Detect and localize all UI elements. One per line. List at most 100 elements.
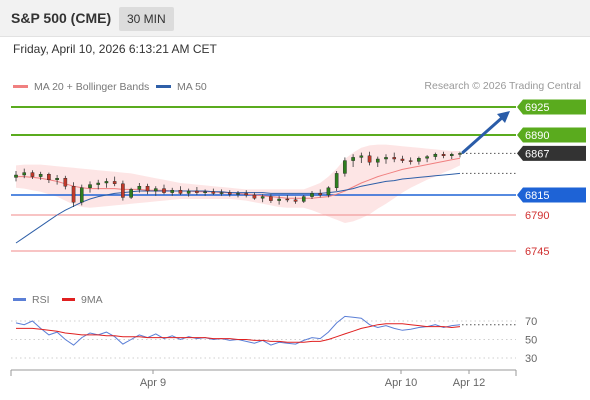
candle-51 xyxy=(433,152,438,160)
bollinger-bands xyxy=(16,144,460,223)
candle-body xyxy=(195,190,199,193)
candle-body xyxy=(211,191,216,194)
legend-ma50: MA 50 xyxy=(156,80,207,94)
level-value-6745: 6745 xyxy=(525,246,549,258)
candle-body xyxy=(63,177,68,187)
level-tag-bg-6925 xyxy=(517,99,586,115)
chart-header: S&P 500 (CME) 30 MIN xyxy=(0,0,590,37)
candle-body xyxy=(203,191,207,194)
candle-36 xyxy=(310,191,314,199)
time-tick-label-1: Apr 10 xyxy=(385,377,417,389)
candle-body xyxy=(441,153,446,156)
candle-body xyxy=(384,157,388,160)
candle-body xyxy=(236,193,240,195)
legend-rsi: RSI xyxy=(13,293,50,307)
candle-6 xyxy=(63,175,68,190)
ma50-swatch-icon xyxy=(156,84,171,88)
candle-body xyxy=(22,172,27,176)
candle-13 xyxy=(121,180,125,201)
candle-body xyxy=(334,173,339,188)
instrument-title: S&P 500 (CME) xyxy=(11,10,112,26)
time-axis: Apr 9 Apr 10 Apr 12 xyxy=(10,369,517,389)
candle-26 xyxy=(227,190,232,197)
candle-16 xyxy=(145,183,150,195)
candle-body xyxy=(277,198,281,201)
level-tag-6867: 6867 xyxy=(517,145,586,161)
candle-4 xyxy=(47,172,51,183)
candle-body xyxy=(55,177,59,180)
legend-ma20: MA 20 + Bollinger Bands xyxy=(13,80,149,94)
candle-body xyxy=(145,185,150,192)
candle-body xyxy=(458,153,462,155)
candle-body xyxy=(252,194,257,199)
rsi-ma9-line xyxy=(16,323,461,343)
time-tick-label-0: Apr 9 xyxy=(140,377,166,389)
candlesticks xyxy=(14,151,462,207)
rsi-tick-label-70: 70 xyxy=(525,316,537,328)
candle-body xyxy=(38,173,43,177)
candle-body xyxy=(449,153,454,156)
candle-43 xyxy=(367,151,372,166)
candle-23 xyxy=(203,189,207,196)
candle-15 xyxy=(137,183,142,193)
candle-10 xyxy=(96,179,101,190)
candle-34 xyxy=(293,196,298,204)
legend-rsi-label: RSI xyxy=(32,294,50,306)
candle-50 xyxy=(425,155,429,163)
level-tag-bg-6815 xyxy=(517,187,586,203)
legend-ma9: 9MA xyxy=(62,293,103,307)
level-value-6925: 6925 xyxy=(525,102,549,114)
level-value-6790: 6790 xyxy=(525,210,549,222)
candle-53 xyxy=(449,152,454,159)
candle-0 xyxy=(14,171,18,182)
candle-38 xyxy=(326,186,331,198)
candle-33 xyxy=(285,195,290,203)
level-value-6867: 6867 xyxy=(525,148,549,160)
candle-42 xyxy=(359,152,364,163)
candle-14 xyxy=(129,187,133,199)
candle-29 xyxy=(252,192,257,200)
candle-body xyxy=(112,181,117,184)
legend-ma20-label: MA 20 + Bollinger Bands xyxy=(34,81,150,93)
candle-35 xyxy=(301,195,306,203)
candle-body xyxy=(293,199,298,202)
candle-5 xyxy=(55,175,59,185)
candle-21 xyxy=(186,188,191,197)
candle-body xyxy=(301,196,306,202)
level-value-6815: 6815 xyxy=(525,190,549,202)
candle-body xyxy=(425,156,429,159)
candle-40 xyxy=(343,157,347,177)
candle-22 xyxy=(195,187,199,195)
candle-body xyxy=(121,183,125,198)
candle-41 xyxy=(351,154,355,167)
candle-body xyxy=(433,153,438,157)
bollinger-band-area xyxy=(16,144,460,223)
level-tag-6815: 6815 xyxy=(517,187,586,203)
legend-ma9-label: 9MA xyxy=(81,294,103,306)
level-labels: 6925 6890 6867 6815 6790 6745 xyxy=(517,99,586,258)
candle-37 xyxy=(318,189,323,198)
candle-32 xyxy=(277,195,281,205)
level-tag-bg-6890 xyxy=(517,127,586,143)
candle-28 xyxy=(244,190,249,198)
candle-body xyxy=(359,155,364,158)
candle-body xyxy=(326,187,331,196)
candle-18 xyxy=(162,184,166,195)
candle-body xyxy=(137,185,142,190)
candle-body xyxy=(178,189,183,194)
candle-48 xyxy=(408,157,413,165)
candle-body xyxy=(79,187,84,203)
candle-11 xyxy=(104,178,109,188)
level-tag-6890: 6890 xyxy=(517,127,586,143)
interval-button[interactable]: 30 MIN xyxy=(119,7,174,31)
candle-54 xyxy=(458,151,462,158)
candle-body xyxy=(417,157,421,162)
report-datetime: Friday, April 10, 2026 6:13:21 AM CET xyxy=(13,42,217,56)
key-levels xyxy=(11,106,516,252)
rsi-tick-label-30: 30 xyxy=(525,353,537,365)
candle-52 xyxy=(441,151,446,159)
level-tag-6790: 6790 xyxy=(525,210,549,222)
candle-body xyxy=(129,189,133,198)
candle-body xyxy=(351,157,355,161)
